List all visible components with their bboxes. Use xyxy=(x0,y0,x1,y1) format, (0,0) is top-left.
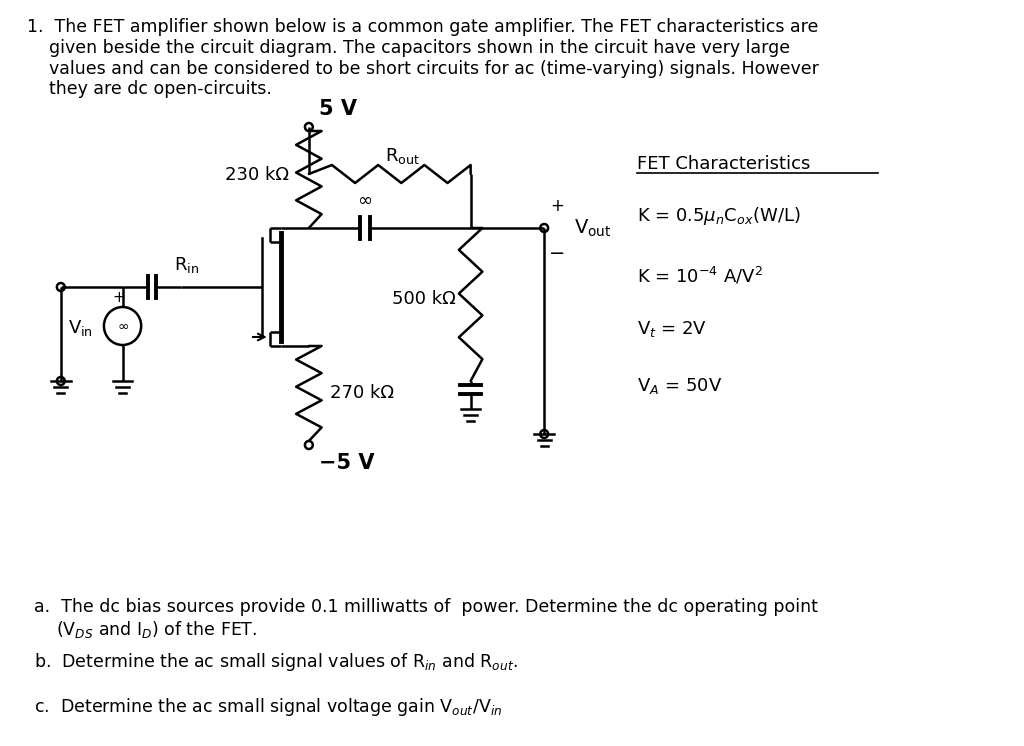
Text: +: + xyxy=(113,290,125,306)
Text: a.  The dc bias sources provide 0.1 milliwatts of  power. Determine the dc opera: a. The dc bias sources provide 0.1 milli… xyxy=(35,598,818,640)
Text: V$_{\rm in}$: V$_{\rm in}$ xyxy=(69,318,93,338)
Text: b.  Determine the ac small signal values of R$_{in}$ and R$_{out}$.: b. Determine the ac small signal values … xyxy=(35,651,518,673)
Text: +: + xyxy=(550,197,564,215)
Text: 500 kΩ: 500 kΩ xyxy=(392,290,456,309)
Text: FET Characteristics: FET Characteristics xyxy=(637,155,811,173)
Text: V$_t$ = 2V: V$_t$ = 2V xyxy=(637,319,708,339)
Text: 270 kΩ: 270 kΩ xyxy=(331,384,394,403)
Text: $\infty$: $\infty$ xyxy=(357,191,373,209)
Text: 1.  The FET amplifier shown below is a common gate amplifier. The FET characteri: 1. The FET amplifier shown below is a co… xyxy=(28,18,819,98)
Text: $\infty$: $\infty$ xyxy=(117,319,129,333)
Text: V$_A$ = 50V: V$_A$ = 50V xyxy=(637,376,723,396)
Text: c.  Determine the ac small signal voltage gain V$_{out}$/V$_{in}$: c. Determine the ac small signal voltage… xyxy=(35,696,503,718)
Text: −5 V: −5 V xyxy=(318,453,374,473)
Text: R$_{\rm out}$: R$_{\rm out}$ xyxy=(385,146,420,166)
Text: K = 10$^{-4}$ A/V$^2$: K = 10$^{-4}$ A/V$^2$ xyxy=(637,266,763,286)
Text: R$_{\rm in}$: R$_{\rm in}$ xyxy=(174,255,199,275)
Text: K = 0.5$\mu_n$C$_{ox}$(W/L): K = 0.5$\mu_n$C$_{ox}$(W/L) xyxy=(637,205,801,227)
Text: −: − xyxy=(549,245,565,263)
Text: V$_{\rm out}$: V$_{\rm out}$ xyxy=(573,217,611,239)
Text: 5 V: 5 V xyxy=(318,99,356,119)
Text: 230 kΩ: 230 kΩ xyxy=(225,166,289,184)
